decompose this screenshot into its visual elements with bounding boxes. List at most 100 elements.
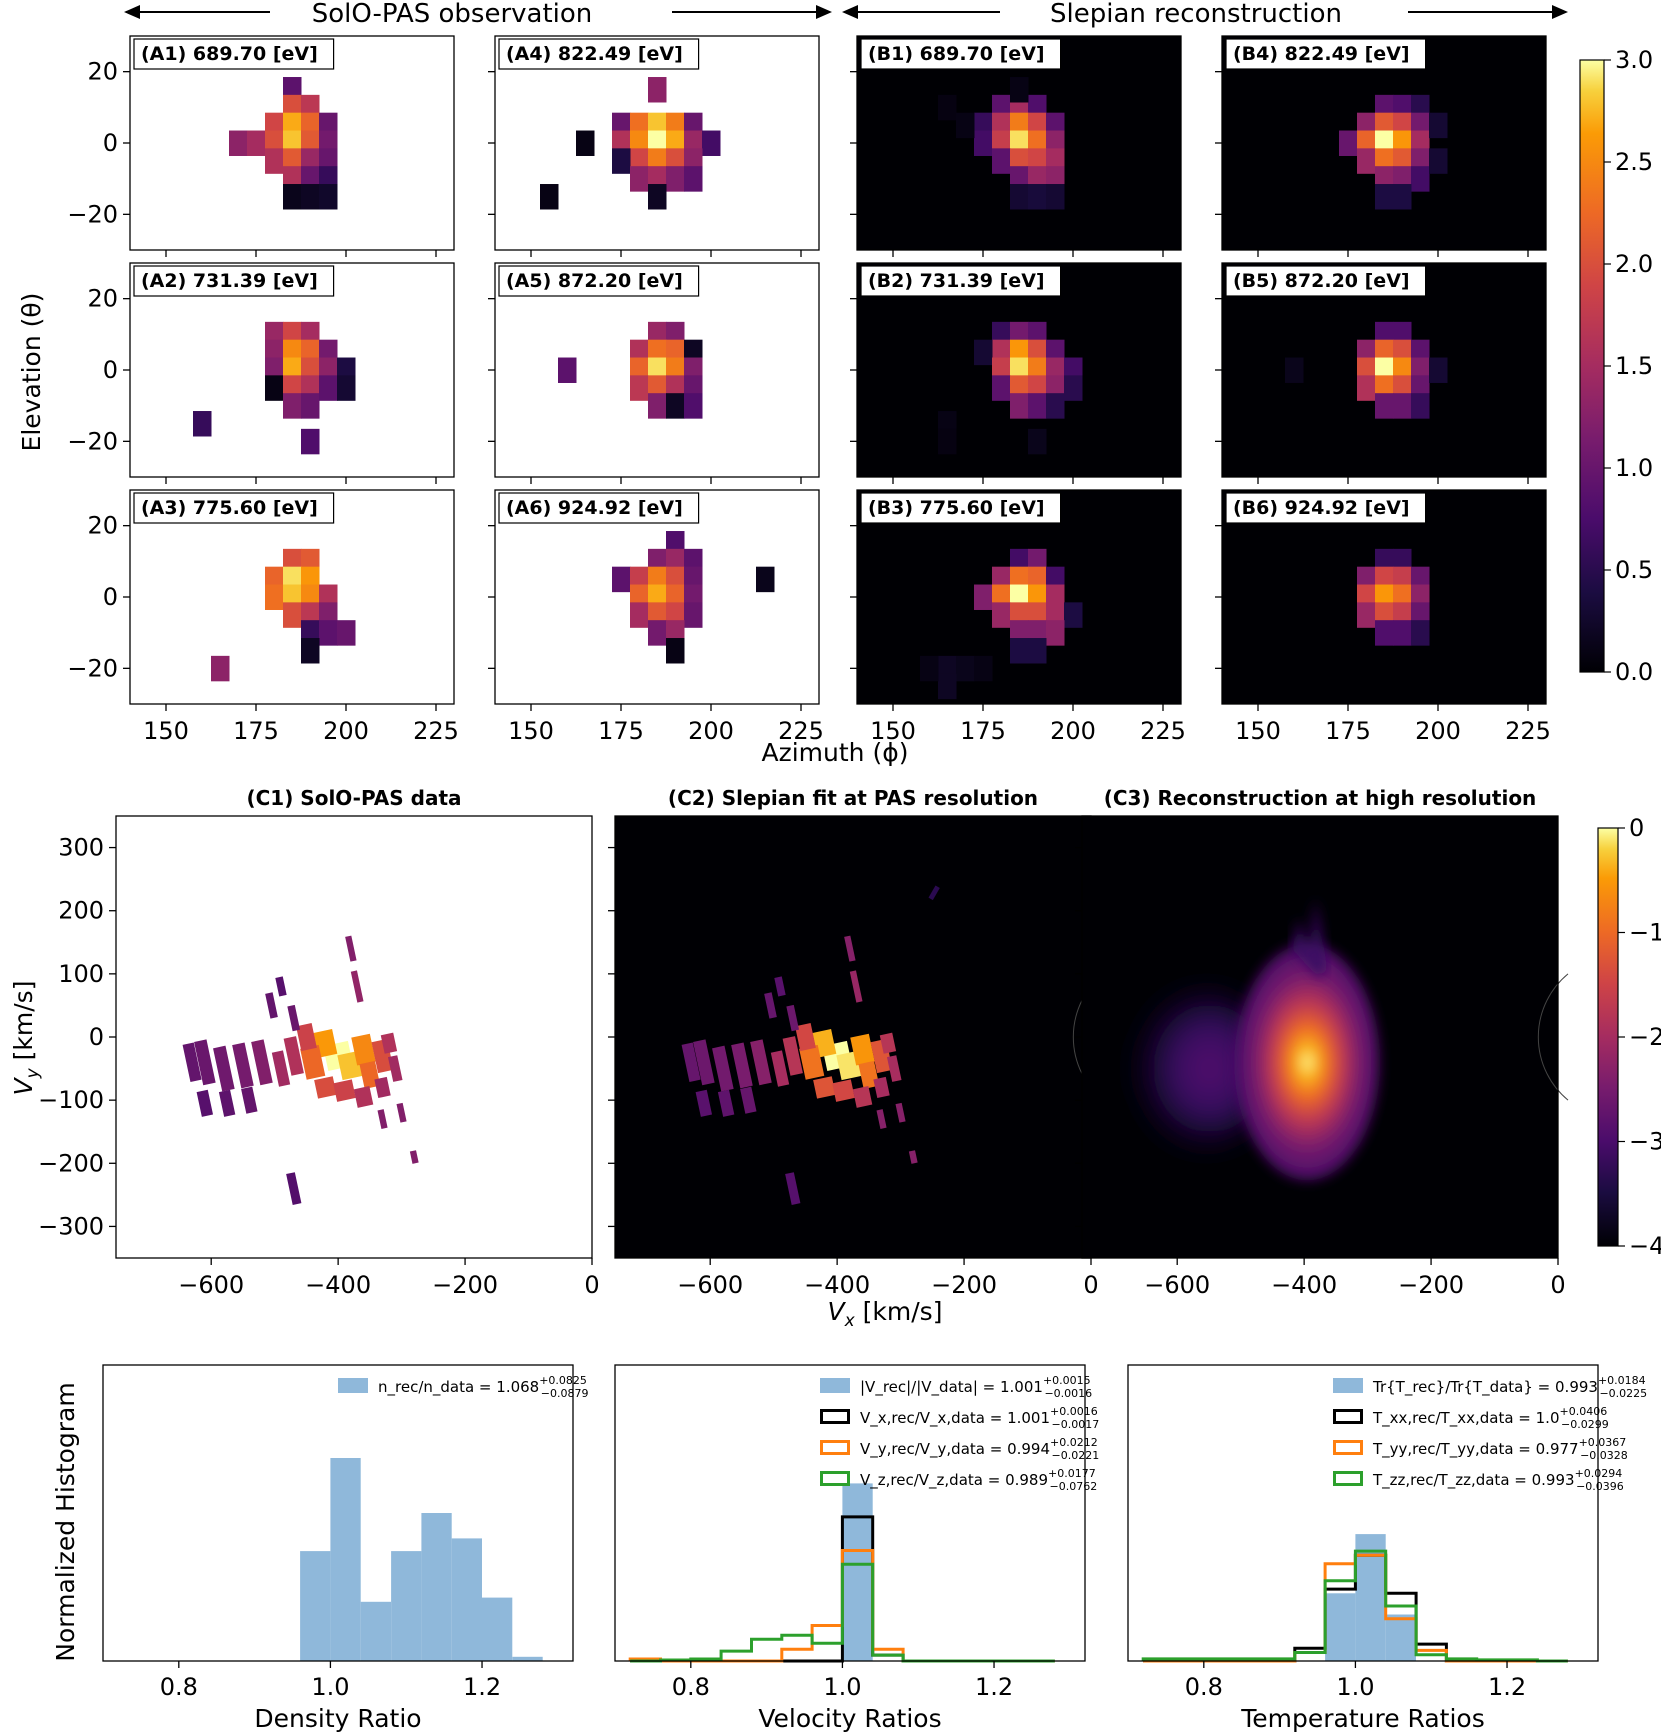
heatmap-cell (648, 620, 667, 646)
velocity-wedge (799, 1044, 825, 1080)
heatmap-cell (247, 130, 266, 156)
heatmap-panel: (A5) 872.20 [eV] (488, 262, 820, 484)
heatmap-cell (193, 411, 212, 437)
x-tick-label: 175 (233, 717, 279, 745)
legend-sup: +0.0406 (1559, 1405, 1607, 1418)
panel-label-box: (B2) 731.39 [eV] (860, 265, 1062, 297)
velocity-wedge (409, 1150, 419, 1164)
heatmap-panel: (B3) 775.60 [eV] 150 175 200 225 (850, 489, 1186, 745)
heatmap-cell (938, 673, 957, 700)
velocity-wedge (296, 1023, 317, 1052)
vx-axis-label: Vx [km/s] (828, 1297, 943, 1331)
legend-swatch (820, 1440, 850, 1455)
x-axis-label: Velocity Ratios (758, 1704, 941, 1732)
x-tick-label: 150 (870, 717, 916, 745)
heatmap-cell (558, 357, 577, 383)
heatmap-cell (1010, 77, 1029, 103)
heatmap-cell (1028, 184, 1047, 210)
velocity-wedge (333, 1079, 356, 1102)
panel-label: (A2) 731.39 [eV] (141, 270, 318, 292)
y-tick-label: 0 (103, 583, 118, 611)
panel-frame (1127, 1364, 1599, 1662)
velocity-wedge (693, 1039, 715, 1086)
panel-label-bg (860, 265, 1062, 297)
x-tick-label: 0 (584, 1271, 599, 1299)
heatmap-cell (265, 148, 284, 174)
x-tick-label: 1.2 (463, 1673, 501, 1701)
y-tick-label: −20 (67, 427, 118, 455)
x-tick-label: 150 (1235, 717, 1281, 745)
colorbar-tick-label: 2.5 (1615, 148, 1653, 176)
panel-label-bg (1225, 265, 1427, 297)
velocity-wedge (844, 935, 856, 962)
panel-label-box: (A2) 731.39 [eV] (133, 265, 335, 297)
panel-label: (A6) 924.92 [eV] (506, 497, 683, 519)
legend-main: |V_rec|/|V_data| = 1.001 (860, 1378, 1043, 1397)
x-tick-label: −400 (1271, 1271, 1337, 1299)
legend-text: T_yy,rec/T_yy,data = 0.977+0.0367 −0.0328 (1372, 1436, 1628, 1462)
header-left: SolO-PAS observation (124, 0, 832, 29)
histogram-bar (1385, 1614, 1416, 1661)
velocity-wedge (774, 976, 786, 997)
legend-sup: +0.0184 (1598, 1374, 1646, 1387)
velocity-wedge (813, 1076, 836, 1099)
heatmap-panel: (B2) 731.39 [eV] (850, 262, 1182, 484)
heatmap-cell (666, 393, 685, 419)
velocity-wedge (928, 885, 940, 901)
histogram-bar (391, 1551, 422, 1661)
heatmap-cell (684, 602, 703, 628)
y-tick-label: 20 (87, 285, 118, 313)
x-tick-label: −600 (1144, 1271, 1210, 1299)
velocity-wedge (196, 1089, 214, 1117)
histogram-bar (360, 1601, 391, 1661)
heatmap-cell (211, 655, 230, 682)
panel-frame (102, 1364, 574, 1662)
x-tick-label: 225 (778, 717, 824, 745)
velocity-panel: (C1) SolO-PAS data −600 −400 −200 0 300 200 100… (38, 786, 600, 1299)
y-tick-label: 0 (103, 356, 118, 384)
legend-swatch (1333, 1378, 1363, 1393)
heatmap-cell (1375, 184, 1394, 210)
heatmap-cell (337, 375, 356, 401)
legend-sub: −0.0396 (1576, 1480, 1624, 1493)
heatmap-cell (1064, 602, 1083, 628)
velocity-wedge (873, 1076, 890, 1099)
heatmap-cell (1046, 393, 1065, 419)
colorbar-tick-label: 1.0 (1615, 454, 1653, 482)
heatmap-cell (1357, 148, 1376, 174)
heatmap-cell (1357, 602, 1376, 628)
x-tick-label: −200 (1398, 1271, 1464, 1299)
panel-label-bg (1225, 492, 1427, 524)
reconstruction-layer (1132, 898, 1569, 1181)
top-heatmap-grid: (A1) 689.70 [eV]200−20 (A2) 731.39 [eV] 20… (67, 35, 1551, 745)
heatmap-cell (974, 655, 993, 682)
x-tick-label: 175 (598, 717, 644, 745)
x-axis-label: Temperature Ratios (1240, 1704, 1485, 1732)
histogram-bar (330, 1458, 361, 1661)
heatmap-cell (1357, 375, 1376, 401)
velocity-wedge (232, 1042, 254, 1089)
velocity-wedge (218, 1089, 236, 1117)
x-tick-label: 0 (1550, 1271, 1565, 1299)
x-tick-label: 175 (1325, 717, 1371, 745)
heatmap-cell (1046, 184, 1065, 210)
heatmap-cell (1375, 393, 1394, 419)
beam-streak (1291, 898, 1328, 979)
heatmap-cell (1028, 428, 1047, 455)
heatmap-panel: (A1) 689.70 [eV] 20 0 −20 (67, 35, 455, 257)
histogram-bar (1325, 1593, 1356, 1661)
header-left-text: SolO-PAS observation (312, 0, 593, 29)
heatmap-cell (666, 638, 685, 664)
heatmap-cell (992, 375, 1011, 401)
heatmap-cell (992, 148, 1011, 174)
x-tick-label: 150 (508, 717, 554, 745)
legend-sub: −0.0762 (1050, 1480, 1098, 1493)
colorbar-tick-label: 2.0 (1615, 250, 1653, 278)
heatmap-panel: (A4) 822.49 [eV] (488, 35, 820, 257)
heatmap-cell (684, 393, 703, 419)
velocity-wedge (396, 1102, 407, 1123)
heatmap-cell (630, 375, 649, 401)
legend-main: V_z,rec/V_z,data = 0.989 (860, 1471, 1048, 1490)
